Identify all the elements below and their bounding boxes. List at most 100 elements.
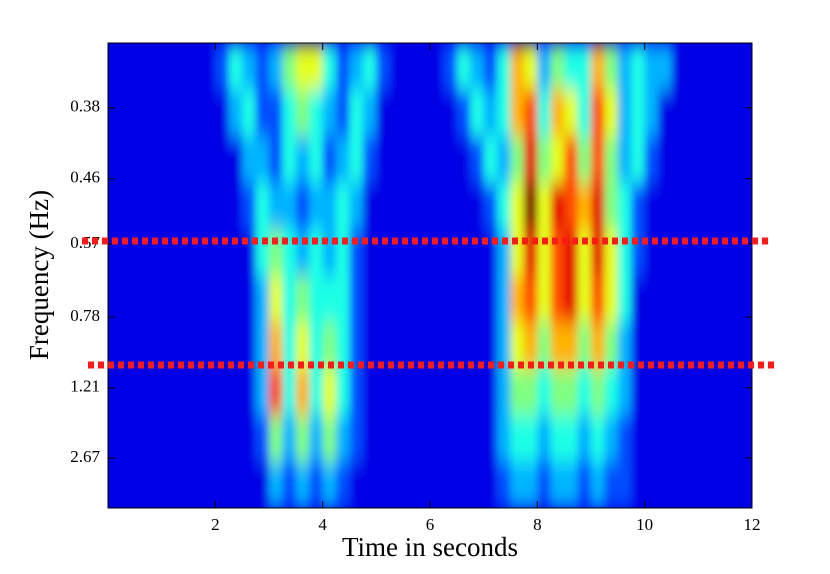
heatmap-cell	[269, 229, 283, 276]
heatmap-cell	[658, 461, 672, 508]
heatmap-cell	[389, 136, 404, 183]
heatmap-cell	[738, 182, 752, 230]
heatmap-cell	[255, 136, 270, 183]
heatmap-cell	[684, 322, 699, 369]
heatmap-cell	[537, 89, 552, 137]
heatmap-cell	[617, 461, 632, 508]
heatmap-cell	[269, 89, 283, 137]
heatmap-cell	[269, 415, 283, 462]
heatmap-cell	[269, 136, 283, 183]
heatmap-cell	[242, 229, 257, 276]
y-tick-label: 2.67	[70, 447, 100, 466]
heatmap-cell	[430, 136, 444, 183]
heatmap-cell	[456, 275, 471, 323]
heatmap-cell	[631, 182, 646, 230]
heatmap-cell	[658, 322, 672, 369]
heatmap-cell	[228, 229, 243, 276]
heatmap-cell	[644, 461, 659, 508]
heatmap-cell	[577, 322, 592, 369]
heatmap-cell	[550, 89, 565, 137]
heatmap-cell	[631, 136, 646, 183]
heatmap-cell	[523, 182, 538, 230]
heatmap-cell	[510, 89, 525, 137]
heatmap-cell	[134, 322, 149, 369]
heatmap-cell	[201, 322, 216, 369]
heatmap-cell	[456, 43, 471, 90]
heatmap-cell	[282, 415, 297, 462]
heatmap-cell	[295, 415, 310, 462]
heatmap-cell	[671, 182, 686, 230]
heatmap-cell	[470, 275, 485, 323]
heatmap-cell	[510, 136, 525, 183]
heatmap-cell	[175, 43, 189, 90]
heatmap-cell	[148, 182, 163, 230]
heatmap-cell	[537, 43, 552, 90]
heatmap-cell	[577, 461, 592, 508]
heatmap-cell	[497, 322, 511, 369]
heatmap-cell	[228, 89, 243, 137]
heatmap-cell	[349, 43, 364, 90]
heatmap-cell	[698, 43, 713, 90]
heatmap-cell	[483, 368, 498, 416]
heatmap-cell	[242, 461, 257, 508]
heatmap-cell	[617, 136, 632, 183]
heatmap-cell	[537, 136, 552, 183]
heatmap-cell	[497, 89, 511, 137]
heatmap-cell	[322, 368, 337, 416]
heatmap-cell	[309, 89, 324, 137]
heatmap-cell	[416, 461, 431, 508]
y-tick-label: 0.78	[70, 306, 100, 325]
heatmap-cell	[228, 415, 243, 462]
heatmap-cell	[389, 461, 404, 508]
heatmap-cell	[456, 229, 471, 276]
heatmap-cell	[282, 368, 297, 416]
heatmap-cell	[108, 368, 122, 416]
heatmap-cell	[282, 182, 297, 230]
heatmap-cell	[617, 368, 632, 416]
heatmap-cell	[188, 275, 203, 323]
heatmap-cell	[295, 322, 310, 369]
heatmap-cell	[336, 415, 350, 462]
heatmap-cell	[738, 43, 752, 90]
heatmap-cell	[376, 322, 391, 369]
x-tick-label: 4	[318, 515, 327, 534]
heatmap	[108, 43, 752, 508]
heatmap-cell	[684, 136, 699, 183]
heatmap-cell	[430, 415, 444, 462]
heatmap-cell	[443, 89, 458, 137]
heatmap-cell	[523, 89, 538, 137]
heatmap-cell	[698, 415, 713, 462]
heatmap-cell	[564, 415, 579, 462]
heatmap-cell	[295, 461, 310, 508]
heatmap-cell	[295, 89, 310, 137]
heatmap-cell	[215, 275, 230, 323]
heatmap-cell	[336, 461, 350, 508]
heatmap-cell	[228, 368, 243, 416]
heatmap-cell	[604, 275, 619, 323]
heatmap-cell	[376, 43, 391, 90]
heatmap-cell	[389, 182, 404, 230]
heatmap-cell	[470, 89, 485, 137]
x-tick-label: 6	[426, 515, 435, 534]
heatmap-cell	[430, 461, 444, 508]
heatmap-cell	[403, 275, 418, 323]
heatmap-cell	[711, 136, 726, 183]
heatmap-cell	[497, 229, 511, 276]
heatmap-cell	[148, 461, 163, 508]
heatmap-cell	[389, 322, 404, 369]
heatmap-cell	[644, 182, 659, 230]
heatmap-cell	[403, 415, 418, 462]
heatmap-cell	[416, 136, 431, 183]
heatmap-cell	[577, 136, 592, 183]
heatmap-cell	[537, 182, 552, 230]
heatmap-cell	[134, 182, 149, 230]
heatmap-cell	[470, 136, 485, 183]
heatmap-cell	[604, 322, 619, 369]
heatmap-cell	[376, 415, 391, 462]
heatmap-cell	[738, 368, 752, 416]
heatmap-cell	[242, 322, 257, 369]
x-axis-label: Time in seconds	[342, 532, 518, 562]
heatmap-cell	[134, 43, 149, 90]
